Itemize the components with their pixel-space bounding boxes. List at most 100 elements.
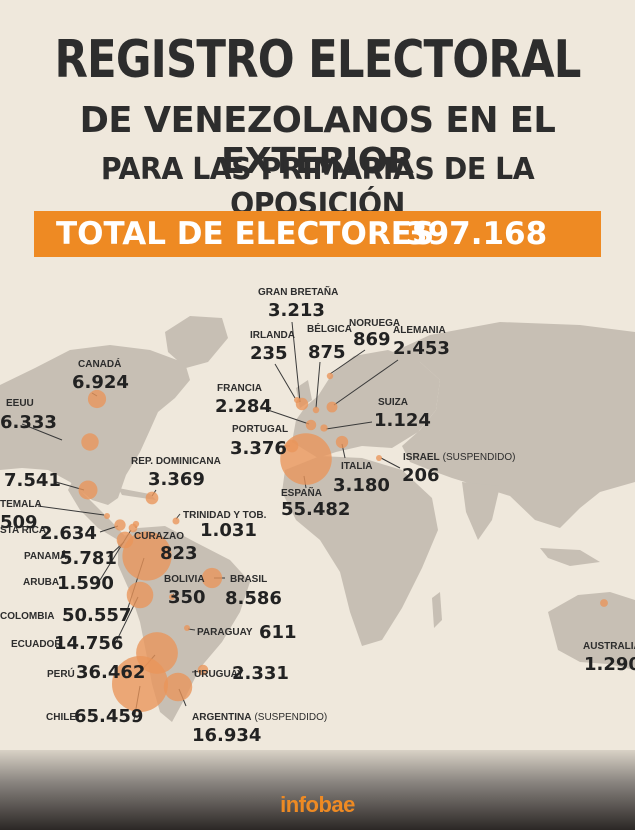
value-curazao: 823 <box>160 543 198 564</box>
bubble-israel <box>376 455 382 461</box>
label-chile: CHILE <box>46 712 76 723</box>
infobae-logo: infobae <box>280 792 355 817</box>
bubble-colombia <box>122 531 172 581</box>
bubble-ecuador <box>126 581 154 609</box>
label-rep-dominicana: REP. DOMINICANA <box>131 456 221 467</box>
label-argentina: ARGENTINA (SUSPENDIDO) <box>192 712 328 723</box>
asia-landmass <box>380 322 635 528</box>
leader-eeuu <box>21 423 63 441</box>
europe-landmass <box>292 350 440 458</box>
australia-landmass <box>548 592 635 670</box>
value-gran-bretana: 3.213 <box>268 300 325 321</box>
leader-alemania <box>333 359 399 406</box>
label-israel: ISRAEL (SUSPENDIDO) <box>403 452 516 463</box>
value-irlanda: 235 <box>250 343 288 364</box>
leader-israel <box>380 457 401 469</box>
leader-irlanda <box>274 363 296 399</box>
north-america-landmass <box>0 345 190 505</box>
value-mexico: 7.541 <box>4 470 61 491</box>
note-israel: (SUSPENDIDO) <box>442 452 516 463</box>
value-espana: 55.482 <box>281 499 351 520</box>
value-ecuador: 14.756 <box>54 633 124 654</box>
leader-gran-bretana <box>291 321 301 403</box>
value-israel: 206 <box>402 465 440 486</box>
value-rep-dominicana: 3.369 <box>148 469 205 490</box>
label-italia: ITALIA <box>341 461 373 472</box>
value-noruega: 869 <box>353 329 391 350</box>
bubble-argentina <box>163 672 193 702</box>
label-irlanda: IRLANDA <box>250 330 295 341</box>
value-panama: 5.781 <box>60 548 117 569</box>
bubble-irlanda <box>294 397 300 403</box>
value-belgica: 875 <box>308 342 346 363</box>
bubble-uruguay <box>197 664 209 676</box>
value-colombia: 50.557 <box>62 605 132 626</box>
label-francia: FRANCIA <box>217 383 262 394</box>
bubble-suiza <box>320 424 328 432</box>
value-bolivia: 350 <box>168 587 206 608</box>
bubble-guatemala <box>104 513 110 519</box>
label-brasil: BRASIL <box>230 574 268 585</box>
footer-band <box>0 750 635 830</box>
value-alemania: 2.453 <box>393 338 450 359</box>
value-italia: 3.180 <box>333 475 390 496</box>
label-ecuador: ECUADOR <box>11 639 62 650</box>
leader-noruega <box>329 349 366 375</box>
madagascar-landmass <box>432 592 442 628</box>
label-aruba: ARUBA <box>23 577 60 588</box>
value-francia: 2.284 <box>215 396 272 417</box>
value-argentina: 16.934 <box>192 725 262 746</box>
label-colombia: COLOMBIA <box>0 611 55 622</box>
india-landmass <box>462 482 500 540</box>
bubble-mexico <box>78 480 98 500</box>
value-canada: 6.924 <box>72 372 129 393</box>
bubble-noruega <box>326 372 334 380</box>
bubble-chile <box>112 656 168 712</box>
value-peru: 36.462 <box>76 662 146 683</box>
label-espana: ESPAÑA <box>281 488 322 499</box>
total-label: TOTAL DE ELECTORES <box>56 216 435 252</box>
leader-suiza <box>325 421 373 430</box>
label-costa-rica: STA RICA <box>0 525 47 536</box>
label-panama: PANAMÁ <box>24 551 68 562</box>
bubble-espana <box>280 433 332 485</box>
value-portugal: 3.376 <box>230 438 287 459</box>
title-line-2: DE VENEZOLANOS EN EL EXTERIOR <box>79 100 556 182</box>
label-canada: CANADÁ <box>78 359 122 370</box>
bubble-australia <box>600 599 608 607</box>
label-noruega: NORUEGA <box>349 318 401 329</box>
greenland-landmass <box>165 316 228 368</box>
value-guatemala: 509 <box>0 512 38 533</box>
leader-belgica <box>315 361 321 409</box>
label-australia: AUSTRALIA <box>583 641 635 652</box>
value-chile: 65.459 <box>74 706 144 727</box>
value-aruba: 1.590 <box>57 573 114 594</box>
value-trinidad-y-tob: 1.031 <box>200 520 257 541</box>
value-suiza: 1.124 <box>374 410 431 431</box>
label-guatemala: TEMALA <box>0 499 42 510</box>
title-line-1: REGISTRO ELECTORAL <box>54 30 581 90</box>
value-eeuu: 6.333 <box>0 412 57 433</box>
label-suiza: SUIZA <box>378 397 408 408</box>
bubble-eeuu <box>81 433 99 451</box>
bubble-rep-dominicana <box>145 491 159 505</box>
bubble-costa-rica <box>114 519 126 531</box>
bubble-bolivia <box>169 594 175 600</box>
leader-guatemala <box>37 505 105 516</box>
label-trinidad-y-tob: TRINIDAD Y TOB. <box>183 510 267 521</box>
bubble-alemania <box>326 401 338 413</box>
label-belgica: BÉLGICA <box>307 324 352 335</box>
value-paraguay: 611 <box>259 622 297 643</box>
bubble-francia <box>305 419 317 431</box>
total-banner: TOTAL DE ELECTORES 397.168 <box>34 211 601 257</box>
label-paraguay: PARAGUAY <box>197 627 253 638</box>
value-australia: 1.290 <box>584 654 635 675</box>
indonesia-islands <box>540 548 600 566</box>
leader-francia <box>261 407 310 425</box>
bubble-aruba <box>128 523 138 533</box>
bubble-brasil <box>201 567 223 589</box>
label-bolivia: BOLIVIA <box>164 574 205 585</box>
label-alemania: ALEMANIA <box>393 325 446 336</box>
